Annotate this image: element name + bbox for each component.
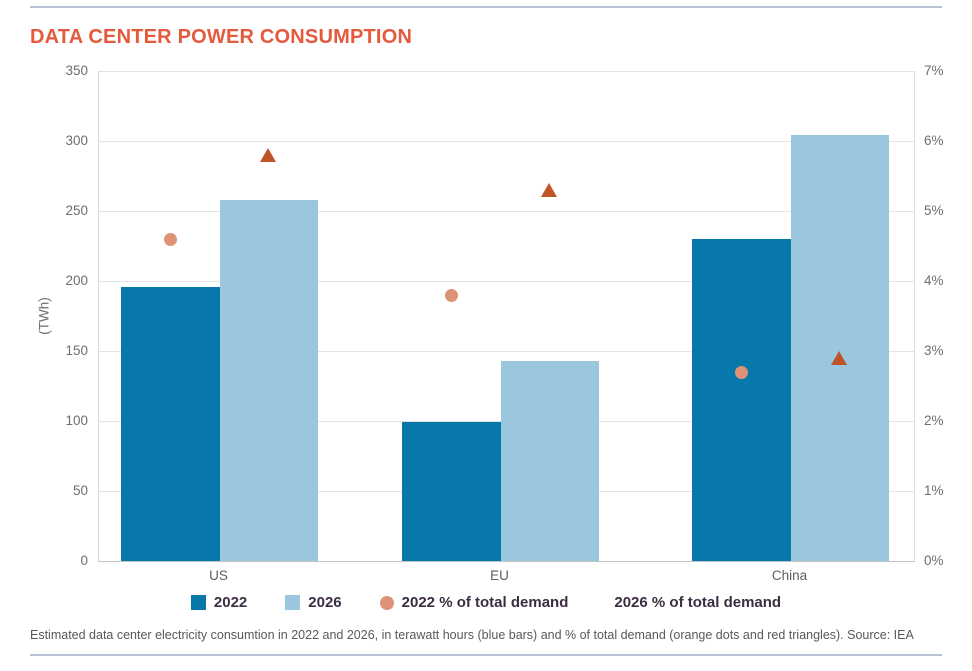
gridline-200 (99, 280, 914, 282)
gridline-300 (99, 140, 914, 142)
left-axis-tick-100: 100 (65, 413, 88, 428)
left-axis-tick-200: 200 (65, 273, 88, 288)
legend-item-2022-of-total-demand: 2022 % of total demand (379, 594, 569, 611)
right-axis-tick-5: 5% (924, 203, 944, 218)
chart-title: DATA CENTER POWER CONSUMPTION (30, 26, 413, 48)
legend-item-2026-of-total-demand: 2026 % of total demand (606, 594, 781, 611)
gridline-350 (99, 70, 914, 72)
right-axis-tick-0: 0% (924, 553, 944, 568)
bar-2026-us (219, 199, 318, 561)
right-axis-tick-3: 3% (924, 343, 944, 358)
left-axis-tick-0: 0 (80, 553, 88, 568)
plot-area (98, 70, 915, 562)
square-icon (190, 595, 206, 610)
right-axis-tick-4: 4% (924, 273, 944, 288)
left-axis-tick-150: 150 (65, 343, 88, 358)
top-divider (30, 6, 942, 8)
category-label-us: US (209, 568, 228, 583)
gridline-250 (99, 210, 914, 212)
left-axis-tick-350: 350 (65, 63, 88, 78)
category-label-china: China (771, 568, 808, 583)
marker-2022-of-total-demand-china (734, 365, 748, 379)
bar-2022-eu (402, 422, 501, 561)
left-axis-tick-50: 50 (72, 483, 88, 498)
caption: Estimated data center electricity consum… (30, 628, 914, 642)
right-axis-tick-6: 6% (924, 133, 944, 148)
gridline-150 (99, 350, 914, 352)
category-label-eu: EU (490, 568, 509, 583)
marker-2026-of-total-demand-us (260, 148, 277, 162)
marker-2026-of-total-demand-eu (541, 183, 558, 197)
legend-item-2022: 2022 (190, 594, 248, 611)
bar-2026-eu (500, 360, 599, 561)
legend-label: 2022 % of total demand (401, 594, 569, 611)
left-axis-title: (TWh) (36, 297, 52, 335)
marker-2026-of-total-demand-china (831, 351, 848, 365)
left-axis-tick-300: 300 (65, 133, 88, 148)
legend-label: 2026 (308, 594, 342, 611)
bar-2022-china (692, 239, 791, 561)
square-icon (285, 595, 301, 610)
legend-label: 2026 % of total demand (614, 594, 782, 611)
left-axis-tick-250: 250 (65, 203, 88, 218)
bottom-divider (30, 654, 942, 656)
bar-2026-china (790, 135, 889, 561)
marker-2022-of-total-demand-eu (444, 288, 458, 302)
right-axis-tick-1: 1% (924, 483, 944, 498)
marker-2022-of-total-demand-us (163, 232, 177, 246)
right-axis-tick-2: 2% (924, 413, 944, 428)
legend: 2022 2026 2022 % of total demand 2026 % of … (0, 594, 972, 611)
circle-icon (379, 595, 394, 610)
bar-2022-us (121, 286, 220, 561)
legend-item-2026: 2026 (285, 594, 342, 611)
legend-label: 2022 (213, 594, 248, 611)
right-axis-tick-7: 7% (924, 63, 944, 78)
